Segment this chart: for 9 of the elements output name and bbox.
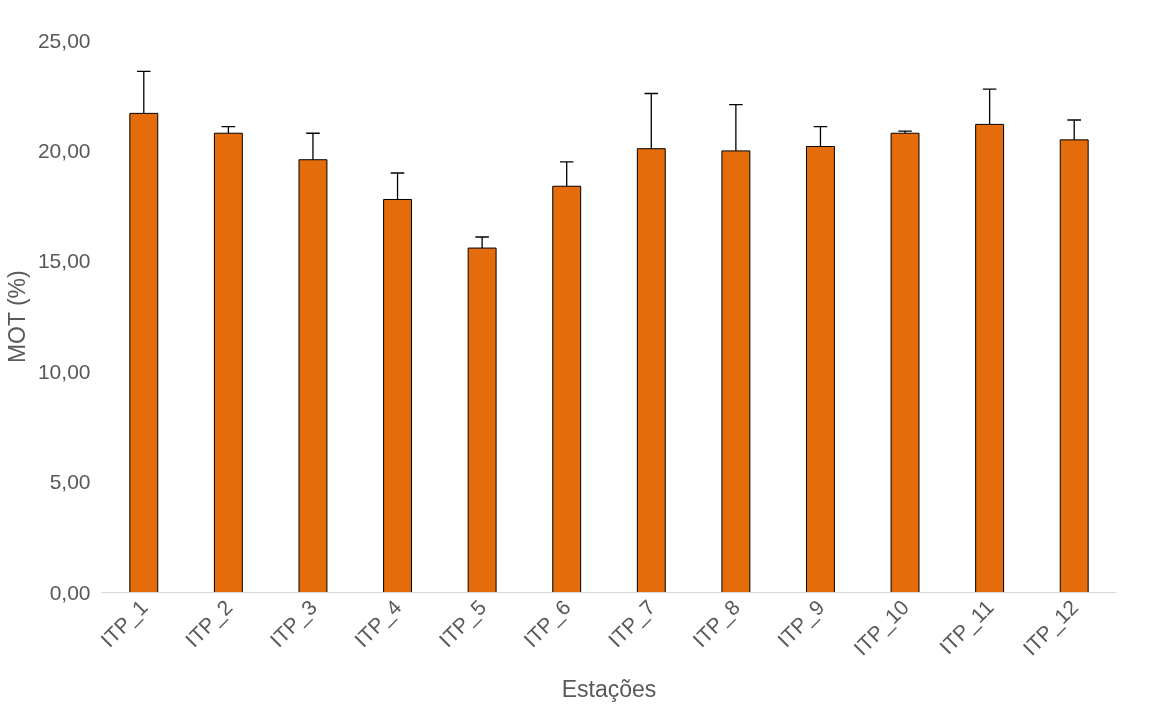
y-tick-label: 10,00 bbox=[37, 359, 91, 383]
y-tick-label: 20,00 bbox=[37, 138, 91, 162]
x-axis-title: Estações bbox=[561, 675, 657, 702]
y-tick-label: 5,00 bbox=[49, 470, 91, 494]
bar bbox=[890, 132, 920, 593]
y-axis-title: MOT (%) bbox=[3, 270, 30, 364]
y-tick-label: 15,00 bbox=[37, 249, 91, 273]
y-tick-label: 0,00 bbox=[49, 580, 91, 604]
y-tick-label: 25,00 bbox=[37, 28, 91, 52]
